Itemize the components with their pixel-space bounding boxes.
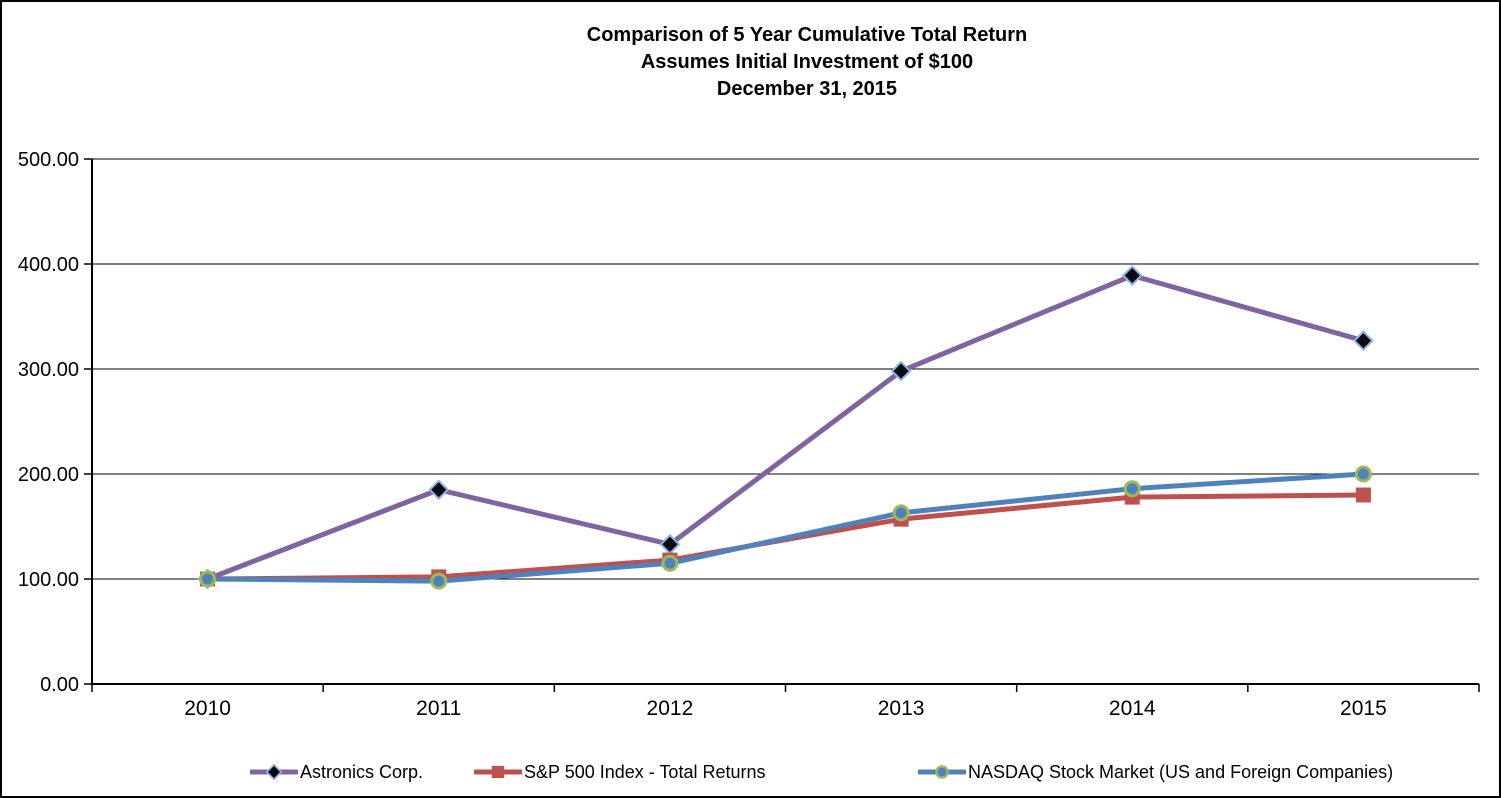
legend-label-nasdaq: NASDAQ Stock Market (US and Foreign Comp… — [968, 761, 1394, 782]
series-0-diamond-marker — [428, 479, 450, 501]
x-tick-label: 2014 — [1109, 697, 1156, 720]
x-tick-label: 2010 — [184, 697, 231, 720]
series-2-circle-marker — [1354, 465, 1372, 483]
chart-title-line-1: Comparison of 5 Year Cumulative Total Re… — [586, 24, 1028, 46]
chart-title-line-2: Assumes Initial Investment of $100 — [640, 51, 974, 73]
series-0-diamond-marker — [890, 360, 912, 382]
series-0-diamond-marker — [1353, 330, 1374, 352]
y-tick-label: 300.00 — [18, 359, 79, 381]
legend-circle-marker — [935, 765, 949, 779]
legend-diamond-marker — [265, 763, 283, 781]
x-tick-label: 2012 — [647, 697, 694, 720]
nasdaq-line-marker-icon — [918, 765, 966, 779]
y-tick-label: 400.00 — [18, 254, 79, 276]
legend-item-astronics: Astronics Corp. — [250, 760, 423, 784]
legend-label-sp500: S&P 500 Index - Total Returns — [524, 761, 766, 782]
x-tick-label: 2013 — [878, 697, 925, 720]
y-tick-label: 0.00 — [40, 674, 79, 696]
series-line-2 — [205, 471, 1366, 584]
series-2-circle-marker — [1123, 480, 1141, 498]
series-line-0 — [205, 273, 1366, 582]
legend-label-astronics: Astronics Corp. — [300, 761, 424, 782]
series-1-square-marker — [1355, 487, 1371, 503]
chart-title: Comparison of 5 Year Cumulative Total Re… — [107, 22, 1499, 103]
y-tick-label: 100.00 — [18, 569, 79, 591]
chart-title-line-3: December 31, 2015 — [716, 78, 898, 100]
y-tick-label: 200.00 — [18, 464, 79, 486]
astronics-line-marker-icon — [250, 763, 298, 781]
sp500-line-marker-icon — [474, 765, 522, 779]
series-0-diamond-marker — [1121, 265, 1143, 286]
series-2-circle-marker — [430, 572, 448, 590]
series-2-circle-marker — [199, 570, 217, 588]
x-tick-label: 2015 — [1340, 697, 1387, 720]
series-2-circle-marker — [661, 554, 679, 572]
y-tick-label: 500.00 — [18, 149, 79, 171]
series-2-circle-marker — [892, 504, 910, 522]
legend-item-nasdaq: NASDAQ Stock Market (US and Foreign Comp… — [918, 760, 1393, 784]
legend-square-marker — [491, 765, 505, 779]
legend-item-sp500: S&P 500 Index - Total Returns — [474, 760, 765, 784]
x-tick-label: 2011 — [416, 697, 461, 720]
